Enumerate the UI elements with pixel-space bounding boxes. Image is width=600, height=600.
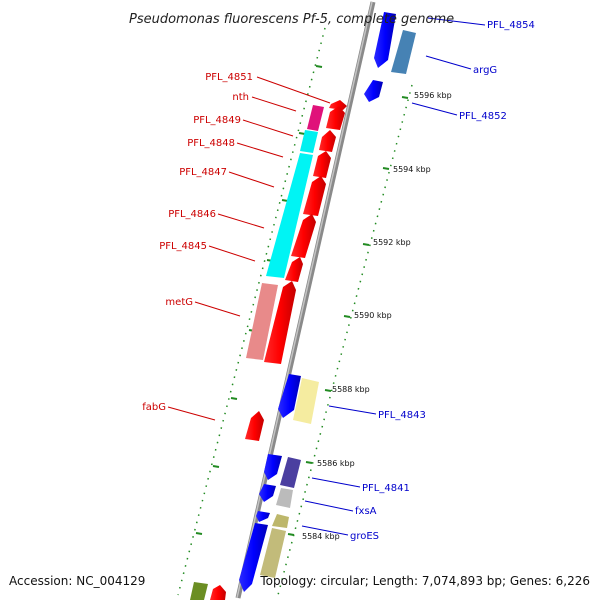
cog-bar-PFL_4849 <box>300 130 318 153</box>
gene-label-PFL_4848[interactable]: PFL_4848 <box>187 138 235 149</box>
gene-label-fxsA[interactable]: fxsA <box>355 506 377 517</box>
cog-bar-argG <box>391 30 416 74</box>
cog-bar-fxsA <box>276 488 293 508</box>
gene-arrow-PFL_4848 <box>313 151 331 178</box>
gene-arrow-partial <box>210 585 226 600</box>
tick-label-5584: 5584 kbp <box>302 532 340 541</box>
gene-arrow-PFL_4843 <box>278 374 301 418</box>
cog-bar-PFL_4848 <box>266 153 313 278</box>
accession-text: Accession: NC_004129 <box>9 574 145 588</box>
gene-arrow-PFL_4846 <box>291 214 316 258</box>
gene-arrow-PFL_4854 <box>374 12 396 68</box>
gene-label-nth[interactable]: nth <box>232 92 249 103</box>
cog-bar-metG <box>246 283 278 360</box>
gene-label-groES[interactable]: groES <box>350 531 379 542</box>
gene-label-PFL_4854[interactable]: PFL_4854 <box>487 20 535 31</box>
tick-label-5586: 5586 kbp <box>317 459 355 468</box>
gene-arrow-PFL_4849 <box>319 130 336 152</box>
reverse-cog-bars <box>246 105 324 360</box>
gene-label-argG[interactable]: argG <box>473 65 497 76</box>
forward-label-leaders <box>301 17 486 536</box>
backbone-highlight <box>236 1 373 599</box>
gene-label-PFL_4851[interactable]: PFL_4851 <box>205 72 253 83</box>
gene-arrow-metG <box>264 281 296 364</box>
tick-label-5596: 5596 kbp <box>414 91 452 100</box>
outer-ruler-arc <box>277 84 413 596</box>
gene-arrow-PFL_4852 <box>364 80 383 102</box>
cog-bar-groES <box>272 514 289 528</box>
tick-label-5588: 5588 kbp <box>332 385 370 394</box>
gene-label-PFL_4852[interactable]: PFL_4852 <box>459 111 507 122</box>
gene-arrow-PFL_4847 <box>303 176 326 216</box>
cog-bar-downstream <box>260 528 286 578</box>
gene-arrow-PFL_4845 <box>285 257 303 282</box>
gene-label-PFL_4849[interactable]: PFL_4849 <box>193 115 241 126</box>
tick-label-5592: 5592 kbp <box>373 238 411 247</box>
forward-cog-bars <box>260 30 416 578</box>
reverse-label-leaders <box>167 76 331 421</box>
tick-label-5590: 5590 kbp <box>354 311 392 320</box>
gene-label-PFL_4847[interactable]: PFL_4847 <box>179 167 227 178</box>
gene-label-PFL_4843[interactable]: PFL_4843 <box>378 410 426 421</box>
gene-arrow-fxsA <box>259 484 276 502</box>
cog-bar-nth <box>307 105 324 131</box>
gene-arrow-PFL_4851 <box>329 100 347 110</box>
genome-backbone <box>235 1 376 599</box>
gene-arrow-fabG <box>245 411 264 441</box>
gene-label-PFL_4841[interactable]: PFL_4841 <box>362 483 410 494</box>
gene-arrow-PFL_4841 <box>264 454 282 480</box>
cog-bar-partial <box>190 582 208 600</box>
reverse-gene-labels: PFL_4851 nth PFL_4849 PFL_4848 PFL_4847 … <box>142 72 253 413</box>
genome-summary-text: Topology: circular; Length: 7,074,893 bp… <box>259 574 590 588</box>
gene-label-metG[interactable]: metG <box>165 297 193 308</box>
forward-gene-labels: PFL_4854 argG PFL_4852 PFL_4843 PFL_4841… <box>350 20 535 542</box>
reverse-gene-arrows <box>210 100 347 600</box>
gene-arrow-groES <box>256 511 270 522</box>
cog-bar-PFL_4841 <box>280 457 301 488</box>
gene-label-PFL_4845[interactable]: PFL_4845 <box>159 241 207 252</box>
inner-ruler-arc <box>177 27 326 596</box>
map-title: Pseudomonas fluorescens Pf-5, complete g… <box>129 12 454 27</box>
gene-label-fabG[interactable]: fabG <box>142 402 166 413</box>
cog-bar-PFL_4843 <box>293 378 319 424</box>
forward-gene-arrows <box>239 12 396 592</box>
tick-label-5594: 5594 kbp <box>393 165 431 174</box>
gene-label-PFL_4846[interactable]: PFL_4846 <box>168 209 216 220</box>
gene-arrow-nth <box>326 106 345 130</box>
kbp-tick-labels: 5596 kbp 5594 kbp 5592 kbp 5590 kbp 5588… <box>302 91 452 541</box>
outer-major-ticks <box>287 96 409 536</box>
gene-arrow-downstream <box>239 523 268 592</box>
